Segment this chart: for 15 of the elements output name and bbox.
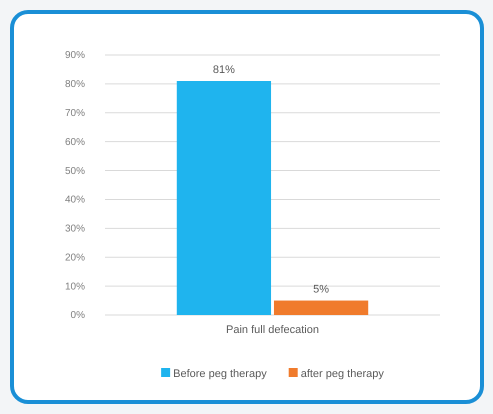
legend-label: after peg therapy bbox=[300, 368, 384, 380]
y-tick-label: 90% bbox=[64, 50, 86, 62]
y-tick-label: 10% bbox=[64, 281, 86, 292]
y-tick-label: 20% bbox=[64, 252, 86, 264]
y-tick-label: 0% bbox=[70, 310, 86, 322]
y-tick-label: 30% bbox=[64, 224, 86, 235]
y-tick-label: 60% bbox=[64, 136, 86, 148]
y-tick-label: 70% bbox=[64, 108, 86, 119]
y-tick-label: 80% bbox=[64, 79, 86, 90]
data-label: 5% bbox=[313, 284, 330, 296]
y-tick-label: 50% bbox=[64, 166, 86, 177]
x-tick-label: Pain full defecation bbox=[226, 324, 319, 336]
legend-label: Before peg therapy bbox=[173, 368, 268, 380]
y-tick-label: 40% bbox=[64, 194, 86, 206]
data-label: 81% bbox=[212, 64, 236, 76]
